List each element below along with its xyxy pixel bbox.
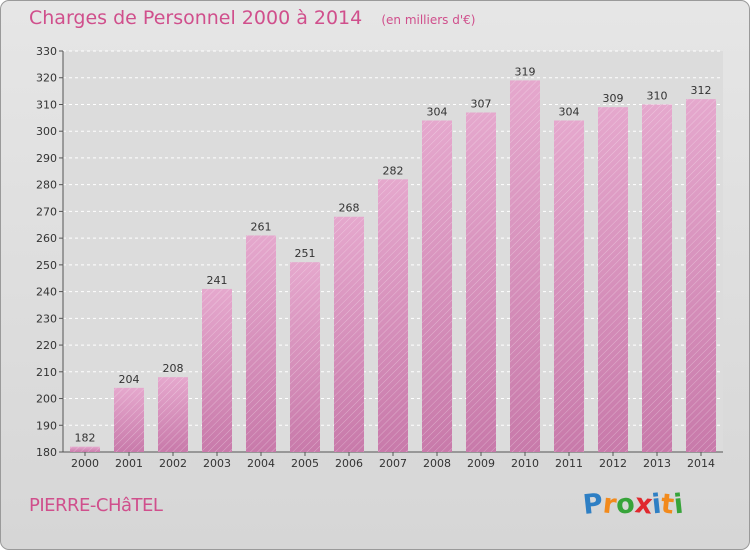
- bar-value-label: 241: [207, 274, 228, 287]
- bar-value-label: 304: [427, 106, 448, 119]
- y-tick-label: 250: [36, 259, 57, 272]
- title-row: Charges de Personnel 2000 à 2014 (en mil…: [29, 7, 475, 29]
- y-tick-label: 260: [36, 232, 57, 245]
- y-tick-label: 270: [36, 205, 57, 218]
- y-tick-label: 320: [36, 72, 57, 85]
- x-tick-label: 2004: [247, 457, 275, 470]
- bar-value-label: 208: [163, 362, 184, 375]
- bar-value-label: 268: [339, 202, 360, 215]
- y-tick-label: 240: [36, 286, 57, 299]
- x-tick-label: 2008: [423, 457, 451, 470]
- bar-value-label: 310: [647, 89, 668, 102]
- bar-texture: [334, 216, 364, 452]
- x-tick-label: 2012: [599, 457, 627, 470]
- bar-texture: [510, 80, 540, 452]
- proxiti-logo: Proxiti: [581, 488, 686, 521]
- y-tick-label: 230: [36, 312, 57, 325]
- bar-texture: [642, 104, 672, 452]
- x-tick-label: 2013: [643, 457, 671, 470]
- bar-value-label: 182: [75, 432, 96, 445]
- y-tick-label: 310: [36, 98, 57, 111]
- x-tick-label: 2005: [291, 457, 319, 470]
- bar-value-label: 261: [251, 220, 272, 233]
- x-tick-label: 2003: [203, 457, 231, 470]
- x-tick-label: 2009: [467, 457, 495, 470]
- bar-value-label: 307: [471, 97, 492, 110]
- bar-value-label: 312: [691, 84, 712, 97]
- x-tick-label: 2011: [555, 457, 583, 470]
- x-tick-label: 2014: [687, 457, 715, 470]
- bar-texture: [422, 120, 452, 453]
- bar-texture: [378, 179, 408, 452]
- y-tick-label: 200: [36, 393, 57, 406]
- y-tick-label: 220: [36, 339, 57, 352]
- y-tick-label: 280: [36, 179, 57, 192]
- chart-title: Charges de Personnel 2000 à 2014: [29, 7, 363, 29]
- bar-value-label: 319: [515, 65, 536, 78]
- y-tick-label: 290: [36, 152, 57, 165]
- bar-texture: [554, 120, 584, 453]
- bar-texture: [246, 235, 276, 452]
- bar-texture: [158, 377, 188, 452]
- bar-value-label: 304: [559, 106, 580, 119]
- bar-texture: [598, 107, 628, 452]
- commune-name: PIERRE-CHâTEL: [29, 495, 163, 516]
- y-tick-label: 180: [36, 446, 57, 459]
- bar-texture: [466, 112, 496, 452]
- x-tick-label: 2007: [379, 457, 407, 470]
- bar-texture: [290, 262, 320, 452]
- bar-texture: [202, 288, 232, 452]
- x-tick-label: 2010: [511, 457, 539, 470]
- y-tick-label: 330: [36, 45, 57, 58]
- logo-letter: i: [672, 488, 686, 521]
- x-tick-label: 2002: [159, 457, 187, 470]
- bar-texture: [70, 446, 100, 452]
- y-tick-label: 300: [36, 125, 57, 138]
- bar-value-label: 204: [119, 373, 140, 386]
- x-tick-label: 2000: [71, 457, 99, 470]
- bar-value-label: 282: [383, 164, 404, 177]
- y-tick-label: 210: [36, 366, 57, 379]
- bar-value-label: 309: [603, 92, 624, 105]
- chart-subtitle: (en milliers d'€): [381, 13, 476, 27]
- y-tick-label: 190: [36, 419, 57, 432]
- bar-texture: [114, 387, 144, 452]
- x-tick-label: 2001: [115, 457, 143, 470]
- bar-texture: [686, 99, 716, 453]
- x-tick-label: 2006: [335, 457, 363, 470]
- bar-value-label: 251: [295, 247, 316, 260]
